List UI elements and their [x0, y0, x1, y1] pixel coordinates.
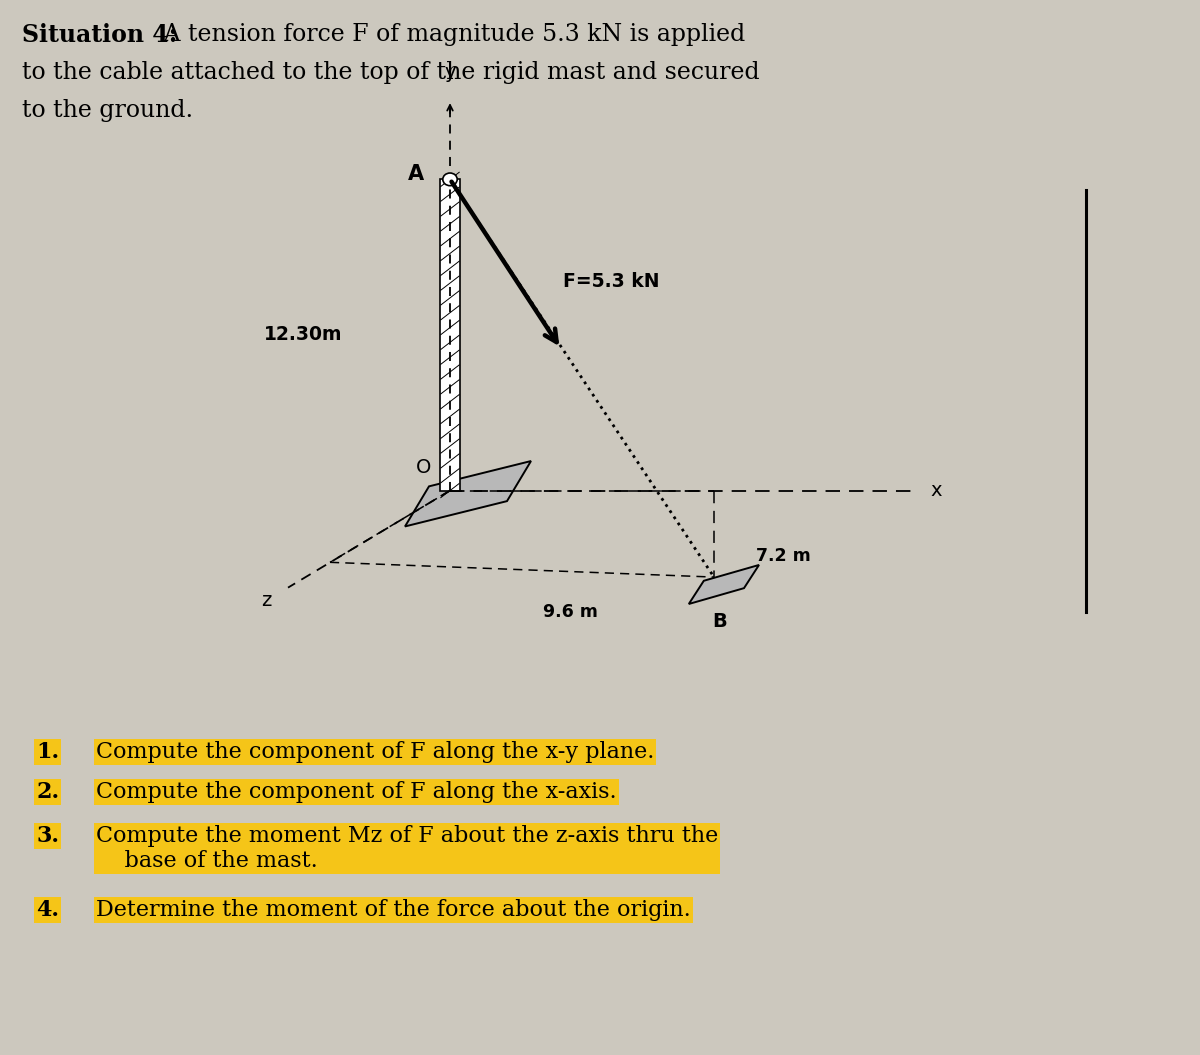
- Text: to the ground.: to the ground.: [22, 99, 193, 122]
- Text: A tension force F of magnitude 5.3 kN is applied: A tension force F of magnitude 5.3 kN is…: [156, 23, 745, 46]
- Text: O: O: [415, 458, 431, 477]
- Text: 4.: 4.: [36, 899, 59, 921]
- Text: Compute the component of F along the x-axis.: Compute the component of F along the x-a…: [96, 781, 617, 803]
- Text: Compute the component of F along the x-y plane.: Compute the component of F along the x-y…: [96, 741, 654, 763]
- Text: 7.2 m: 7.2 m: [756, 546, 811, 565]
- Polygon shape: [406, 461, 530, 526]
- Text: Compute the moment Mz of F about the z-axis thru the
    base of the mast.: Compute the moment Mz of F about the z-a…: [96, 825, 719, 872]
- Polygon shape: [440, 179, 460, 491]
- Text: Determine the moment of the force about the origin.: Determine the moment of the force about …: [96, 899, 691, 921]
- Text: x: x: [930, 481, 942, 500]
- Text: 9.6 m: 9.6 m: [542, 603, 598, 621]
- Text: z: z: [262, 591, 271, 610]
- Circle shape: [443, 173, 457, 186]
- Text: to the cable attached to the top of the rigid mast and secured: to the cable attached to the top of the …: [22, 61, 760, 84]
- Text: y: y: [444, 63, 456, 82]
- Text: 3.: 3.: [36, 825, 59, 847]
- Polygon shape: [689, 565, 758, 603]
- Text: F=5.3 kN: F=5.3 kN: [563, 272, 659, 291]
- Text: B: B: [713, 612, 727, 631]
- Text: 12.30m: 12.30m: [264, 325, 342, 345]
- Text: 2.: 2.: [36, 781, 59, 803]
- Text: A: A: [408, 165, 424, 184]
- Text: 1.: 1.: [36, 741, 59, 763]
- Text: Situation 4:: Situation 4:: [22, 23, 176, 47]
